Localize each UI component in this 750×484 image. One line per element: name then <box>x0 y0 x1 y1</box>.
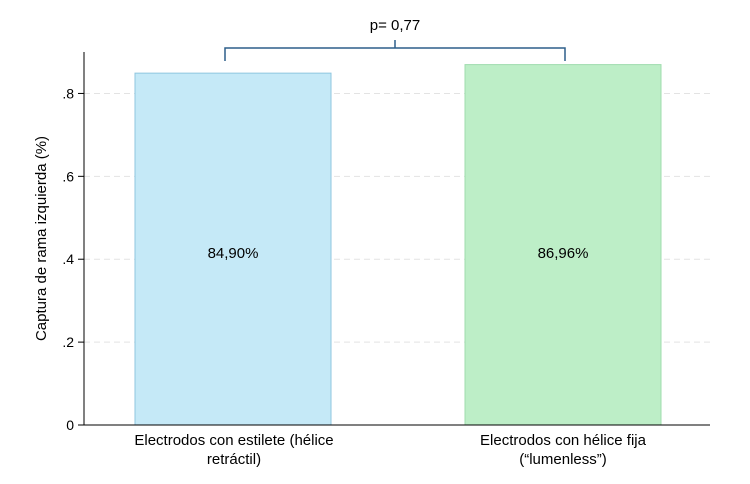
y-tick-label: .4 <box>62 251 74 267</box>
y-axis-title: Captura de rama izquierda (%) <box>33 136 50 341</box>
bracket-line <box>224 47 566 61</box>
y-tick-label: .2 <box>62 334 74 350</box>
bar <box>134 72 332 426</box>
y-tick-label: .6 <box>62 168 74 184</box>
y-axis: 0 .2 .4 .6 .8 Captura de rama izquierda (%) <box>33 52 710 433</box>
labels: 84,90% Electrodos con estilete (hélice ret… <box>134 245 646 468</box>
bar-value-label: 84,90% <box>208 245 259 262</box>
bar-value-label: 86,96% <box>538 245 589 262</box>
significance-bracket: p= 0,77 <box>224 17 566 61</box>
category-label: Electrodos con hélice fija <box>480 432 647 449</box>
y-tick-label: .8 <box>62 85 74 101</box>
category-label: (“lumenless”) <box>519 451 607 468</box>
category-label: retráctil) <box>207 451 261 468</box>
p-value-label: p= 0,77 <box>370 17 420 34</box>
category-label: Electrodos con estilete (hélice <box>134 432 333 449</box>
y-tick-label: 0 <box>66 417 74 433</box>
